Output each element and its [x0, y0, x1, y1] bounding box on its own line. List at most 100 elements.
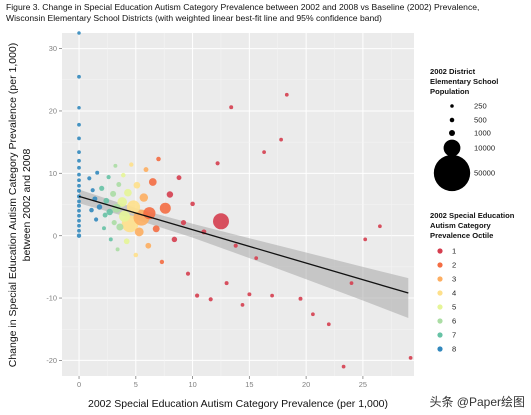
- figure-title-line1: Figure 3. Change in Special Education Au…: [6, 2, 480, 12]
- figure-title: Figure 3. Change in Special Education Au…: [6, 2, 526, 24]
- data-point: [77, 213, 81, 218]
- data-point: [262, 150, 266, 154]
- data-point: [279, 137, 283, 142]
- color-legend-label: 8: [452, 345, 456, 354]
- data-point: [103, 197, 110, 204]
- data-point: [76, 233, 82, 238]
- data-point: [99, 185, 105, 191]
- y-tick-label: -10: [46, 294, 57, 303]
- data-point: [233, 243, 238, 248]
- color-legend-label: 1: [452, 247, 456, 256]
- data-point: [408, 356, 413, 360]
- color-legend-label: 2: [452, 261, 456, 270]
- x-tick-label: 5: [134, 380, 138, 389]
- y-tick-label: 10: [49, 169, 57, 178]
- x-tick-label: 20: [302, 380, 310, 389]
- data-point: [77, 223, 81, 228]
- y-axis-label-line2: between 2002 and 2008: [21, 148, 33, 261]
- data-point: [102, 226, 106, 231]
- size-legend-title-line1: 2002 District: [430, 67, 476, 76]
- data-point: [106, 208, 113, 216]
- data-point: [133, 181, 141, 189]
- color-legend-label: 6: [452, 317, 456, 326]
- data-point: [77, 74, 81, 79]
- data-point: [77, 136, 81, 141]
- size-legend-circle: [433, 154, 471, 192]
- data-point: [77, 188, 81, 193]
- data-point: [240, 303, 245, 307]
- data-point: [95, 170, 100, 175]
- data-point: [116, 182, 122, 187]
- data-point: [378, 224, 382, 229]
- color-legend-title-line2: Autism Category: [430, 221, 492, 230]
- fit-line-group: [78, 195, 409, 294]
- data-point: [190, 201, 195, 207]
- data-point: [77, 150, 81, 154]
- data-point: [123, 238, 130, 245]
- data-point: [126, 200, 141, 214]
- data-point: [115, 247, 120, 252]
- data-point: [77, 31, 81, 35]
- data-point: [77, 199, 81, 204]
- data-point: [77, 172, 81, 177]
- data-point: [133, 252, 139, 258]
- data-point: [96, 204, 103, 210]
- data-point: [159, 259, 165, 265]
- x-tick-label: 25: [359, 380, 367, 389]
- data-point: [145, 242, 152, 249]
- size-legend-label: 50000: [474, 169, 495, 178]
- color-legend-title-line1: 2002 Special Education: [430, 211, 515, 220]
- y-axis-ticks: -20 -10 0 10 20 30: [46, 44, 62, 365]
- size-legend: 2002 District Elementary School Populati…: [430, 67, 498, 192]
- x-tick-label: 10: [188, 380, 196, 389]
- figure-title-line2: Wisconsin Elementary School Districts (w…: [6, 13, 382, 23]
- data-point: [117, 197, 128, 207]
- data-point: [176, 175, 182, 181]
- color-legend-swatch: [437, 262, 443, 268]
- size-legend-title-line3: Population: [430, 87, 470, 96]
- data-point: [341, 364, 346, 369]
- data-point: [247, 292, 252, 297]
- data-point: [87, 176, 92, 181]
- data-point: [195, 293, 200, 298]
- color-legend-swatch: [437, 248, 443, 254]
- size-legend-circle: [443, 139, 461, 157]
- data-point: [116, 223, 124, 231]
- data-point: [213, 213, 229, 230]
- y-tick-label: -20: [46, 356, 57, 365]
- size-legend-title-line2: Elementary School: [430, 77, 498, 86]
- x-tick-label: 15: [245, 380, 253, 389]
- data-point: [77, 106, 81, 110]
- data-point: [129, 162, 134, 167]
- size-legend-label: 500: [474, 116, 487, 125]
- data-point: [171, 236, 178, 243]
- data-point: [349, 281, 354, 285]
- color-legend-swatch: [437, 318, 443, 324]
- data-points: [76, 31, 413, 369]
- data-point: [121, 172, 126, 178]
- data-point: [134, 227, 144, 237]
- data-point: [152, 225, 160, 233]
- y-axis-label-line1: Change in Special Education Autism Categ…: [7, 43, 19, 368]
- data-point: [94, 217, 99, 222]
- data-point: [77, 158, 81, 163]
- data-point: [77, 208, 81, 213]
- color-legend-swatch: [437, 346, 443, 352]
- x-tick-label: 0: [77, 380, 81, 389]
- color-legend-label: 5: [452, 303, 456, 312]
- fit-line: [78, 195, 409, 294]
- data-point: [185, 271, 191, 276]
- data-point: [111, 220, 117, 226]
- data-point: [77, 183, 81, 188]
- data-point: [110, 190, 117, 197]
- color-legend-swatch: [437, 304, 443, 310]
- data-point: [180, 220, 187, 226]
- color-legend-title-line3: Prevalence Octile: [430, 231, 493, 240]
- data-point: [89, 207, 94, 213]
- data-point: [112, 203, 121, 213]
- data-point: [102, 212, 108, 218]
- confidence-band: [79, 189, 409, 318]
- data-point: [77, 165, 81, 170]
- data-point: [270, 293, 274, 298]
